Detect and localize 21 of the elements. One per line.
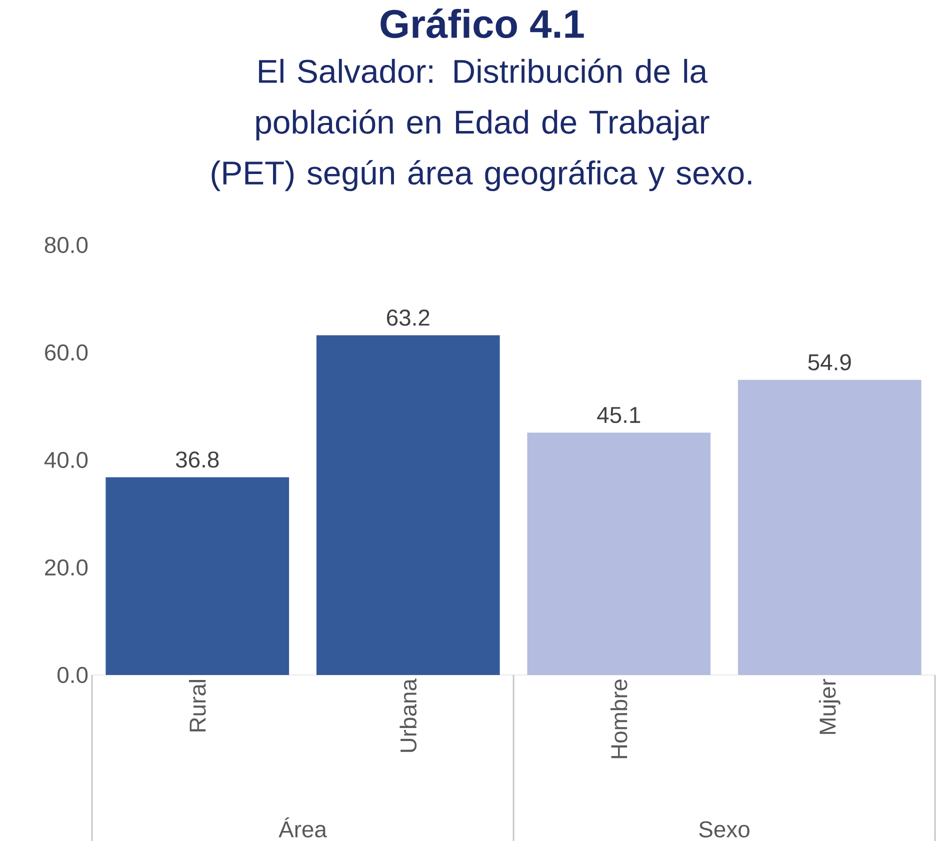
bar xyxy=(106,477,290,676)
data-label: 36.8 xyxy=(176,452,219,468)
chart-title: Gráfico 4.1 xyxy=(380,8,584,38)
chart-subtitle: El Salvador: Distribución de la población en Edad de Trabajar (PET) según área geográfica y sexo. xyxy=(212,58,752,192)
x-tick-label: Hombre xyxy=(610,680,628,758)
data-label: 54.9 xyxy=(808,354,851,371)
data-label: 45.1 xyxy=(597,407,640,424)
bar xyxy=(316,335,500,676)
y-tick-label: 0.0 xyxy=(58,667,88,684)
text: Sexo xyxy=(699,821,750,838)
y-tick-label: 60.0 xyxy=(45,344,88,361)
y-tick-label: 80.0 xyxy=(44,237,88,254)
y-tick-label: 20.0 xyxy=(45,560,88,576)
x-tick-label: Mujer xyxy=(818,679,840,734)
y-tick-label: 40.0 xyxy=(44,452,88,468)
bar xyxy=(527,432,711,676)
x-tick-label: Urbana xyxy=(400,678,417,752)
x-tick-label: Rural xyxy=(188,680,206,732)
bar xyxy=(738,380,922,676)
text: Área xyxy=(278,818,327,838)
data-label: 63.2 xyxy=(386,310,430,326)
